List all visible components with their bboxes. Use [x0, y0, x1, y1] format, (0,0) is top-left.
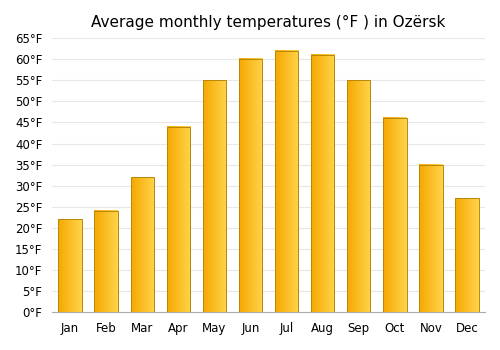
Bar: [130, 177, 154, 312]
Bar: [275, 51, 298, 312]
Bar: [166, 127, 190, 312]
Bar: [383, 118, 406, 312]
Bar: [455, 198, 478, 312]
Bar: [311, 55, 334, 312]
Bar: [239, 59, 262, 312]
Title: Average monthly temperatures (°F ) in Ozërsk: Average monthly temperatures (°F ) in Oz…: [92, 15, 446, 30]
Bar: [58, 219, 82, 312]
Bar: [419, 164, 442, 312]
Bar: [94, 211, 118, 312]
Bar: [347, 80, 370, 312]
Bar: [202, 80, 226, 312]
